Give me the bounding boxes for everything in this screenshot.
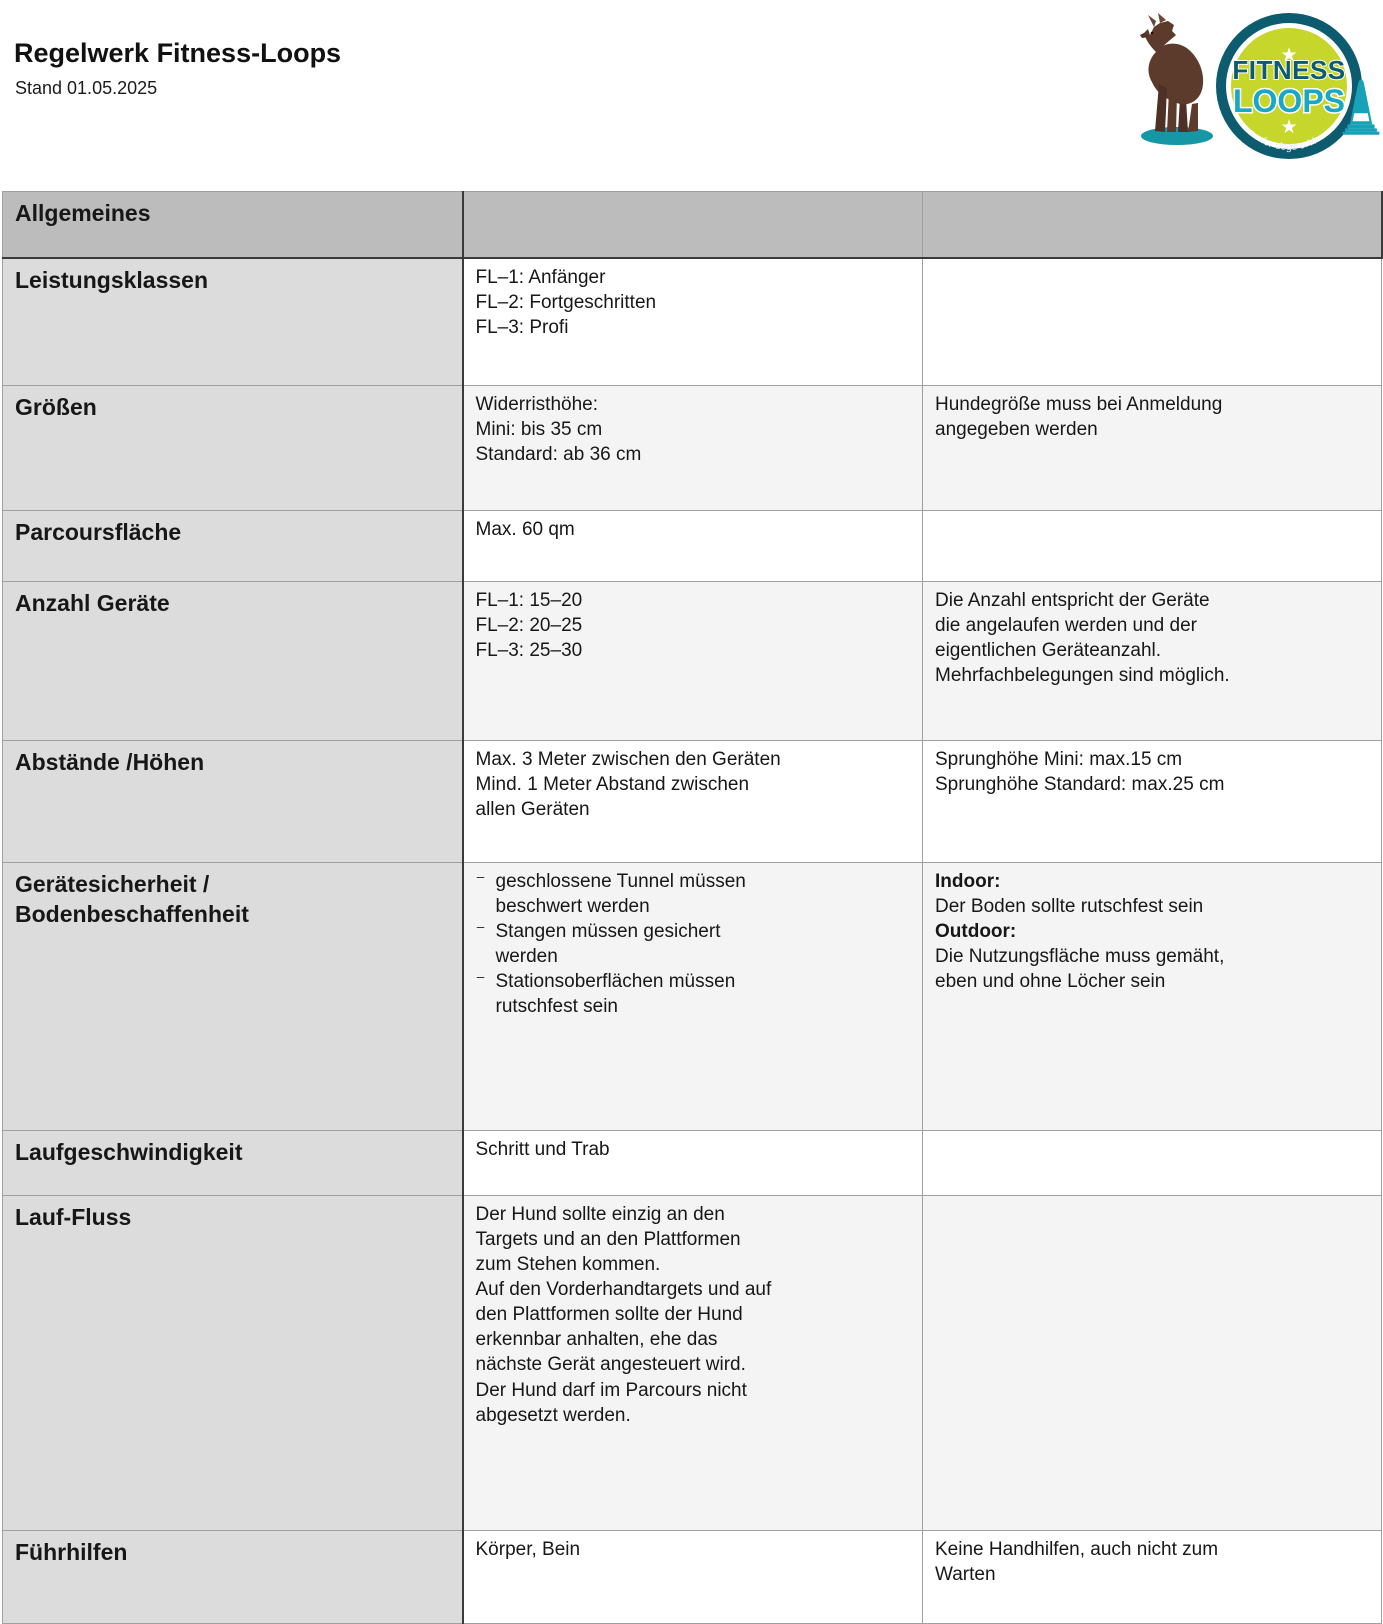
svg-text:LOOPS: LOOPS <box>1233 83 1345 119</box>
svg-text:★: ★ <box>1280 117 1297 138</box>
svg-text:FITNESS: FITNESS <box>1232 55 1345 85</box>
